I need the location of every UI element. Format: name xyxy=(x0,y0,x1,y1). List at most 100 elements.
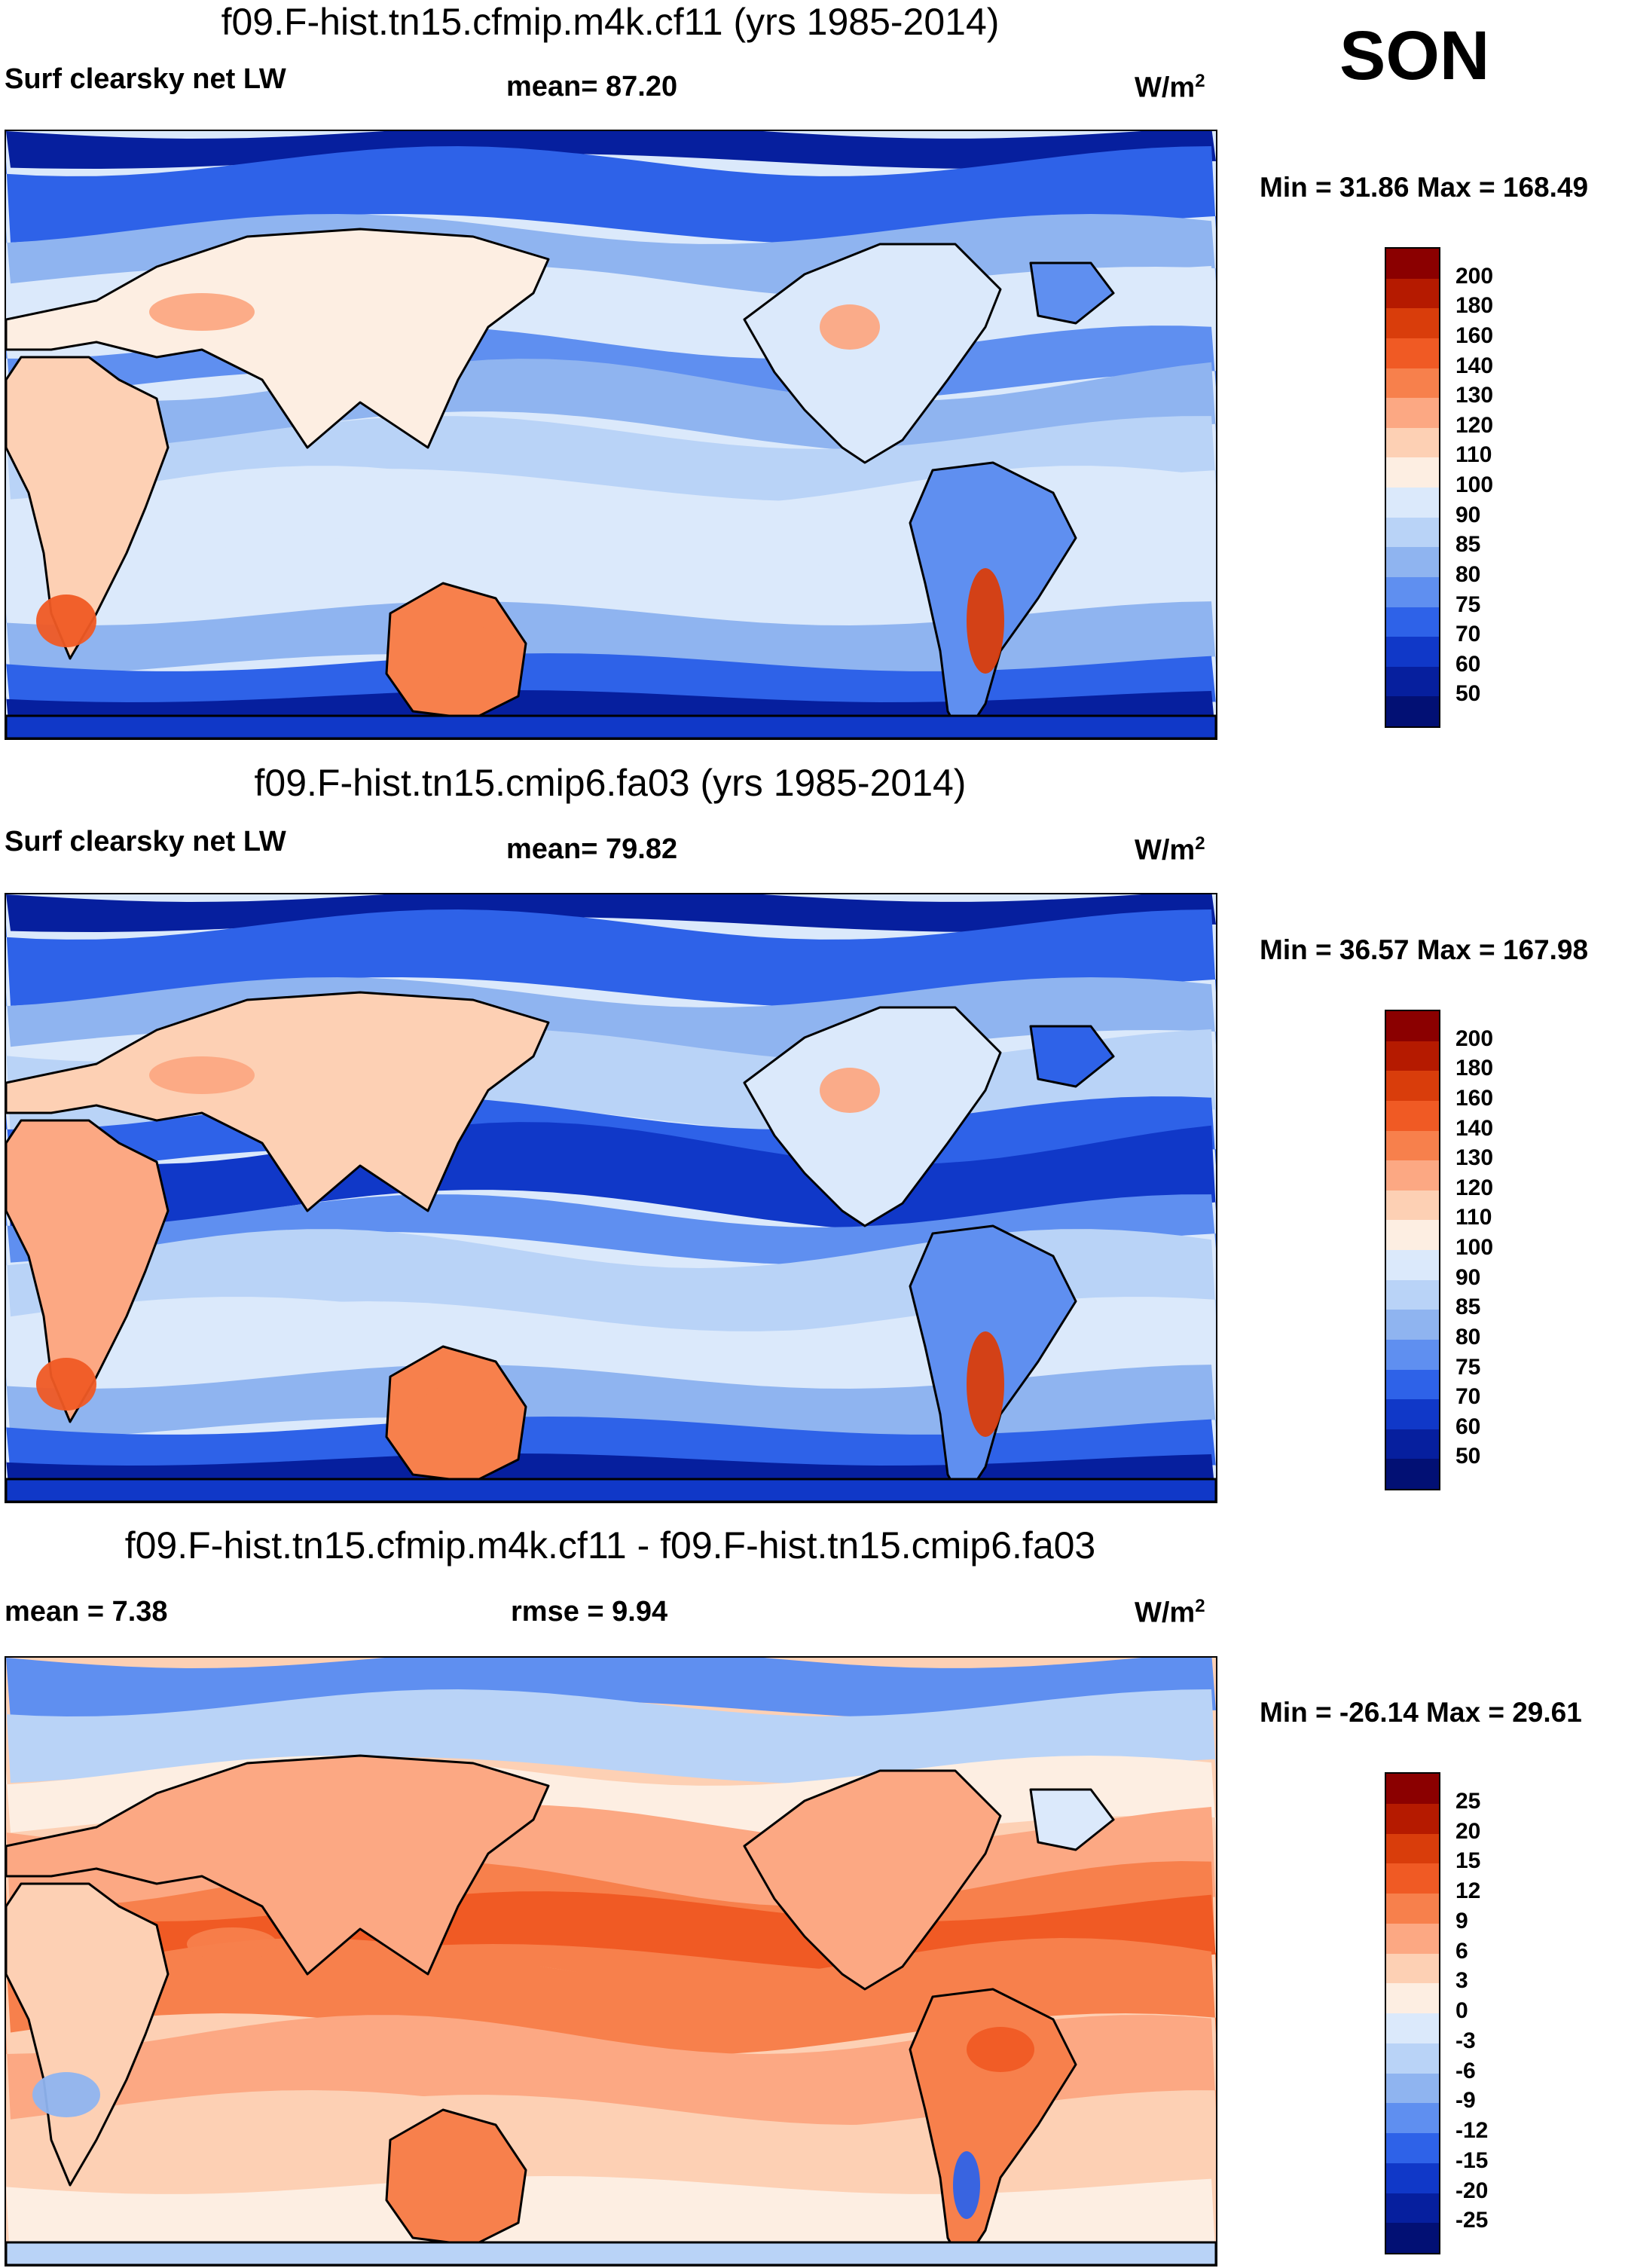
colorbar-tick-label: 25 xyxy=(1455,1788,1481,1814)
colorbar-tick-label: -12 xyxy=(1455,2118,1489,2143)
colorbar-swatch xyxy=(1386,1130,1439,1161)
colorbar-tick-label: 110 xyxy=(1455,442,1492,468)
colorbar-swatch xyxy=(1386,2193,1439,2224)
panel-1-mean-label: mean= 87.20 xyxy=(506,71,678,102)
colorbar-swatch xyxy=(1386,1953,1439,1984)
contour-feature xyxy=(149,293,255,331)
contour-band xyxy=(6,466,1216,573)
colorbar-swatch xyxy=(1386,576,1439,607)
panel-3-mean-label: mean = 7.38 xyxy=(5,1596,168,1628)
colorbar-swatch xyxy=(1386,547,1439,577)
colorbar-swatch xyxy=(1386,1429,1439,1460)
colorbar-tick-label: 180 xyxy=(1455,1056,1494,1081)
colorbar-swatch xyxy=(1386,1279,1439,1310)
colorbar-swatch xyxy=(1386,1774,1439,1804)
colorbar-tick-label: 75 xyxy=(1455,591,1481,617)
panel-2-colorbar xyxy=(1385,1010,1440,1490)
colorbar-tick-label: 85 xyxy=(1455,532,1481,558)
contour-band xyxy=(6,601,1216,678)
panel-2-minmax: Min = 36.57 Max = 167.98 xyxy=(1260,934,1589,965)
colorbar-tick-label: 130 xyxy=(1455,383,1494,408)
panel-2-units: W/m2 xyxy=(1135,833,1205,867)
continent-outline xyxy=(6,2241,1216,2265)
colorbar-tick-label: 3 xyxy=(1455,1968,1468,1994)
contour-feature xyxy=(967,2027,1034,2072)
colorbar-tick-label: 60 xyxy=(1455,1414,1481,1439)
colorbar-tick-label: 0 xyxy=(1455,1998,1468,2023)
colorbar-swatch xyxy=(1386,607,1439,637)
contour-band xyxy=(6,1689,1216,1784)
colorbar-swatch xyxy=(1386,1339,1439,1370)
colorbar-tick-label: 140 xyxy=(1455,1115,1494,1141)
continent-outline xyxy=(743,243,1002,464)
colorbar-tick-label: -3 xyxy=(1455,2028,1476,2053)
colorbar-tick-label: -25 xyxy=(1455,2208,1489,2233)
colorbar-swatch xyxy=(1386,2073,1439,2104)
continent-outline xyxy=(6,991,550,1212)
continent-outline xyxy=(1029,261,1115,325)
colorbar-tick-label: 90 xyxy=(1455,1264,1481,1290)
contour-feature xyxy=(36,1358,96,1411)
colorbar-swatch xyxy=(1386,368,1439,399)
colorbar-swatch xyxy=(1386,1250,1439,1280)
colorbar-swatch xyxy=(1386,1894,1439,1924)
colorbar-tick-label: 50 xyxy=(1455,681,1481,707)
panel-3-units: W/m2 xyxy=(1135,1596,1205,1629)
colorbar-swatch xyxy=(1386,308,1439,338)
contour-band xyxy=(6,2095,1216,2200)
panel-1-map xyxy=(5,130,1217,740)
colorbar-swatch xyxy=(1386,2013,1439,2043)
panel-2-variable-label: Surf clearsky net LW xyxy=(5,826,286,857)
contour-feature xyxy=(967,568,1004,674)
colorbar-tick-label: 9 xyxy=(1455,1908,1468,1933)
contour-band xyxy=(6,1301,1216,1392)
colorbar-tick-label: 85 xyxy=(1455,1294,1481,1320)
colorbar-swatch xyxy=(1386,2133,1439,2163)
colorbar-swatch xyxy=(1386,1011,1439,1041)
colorbar-tick-label: 12 xyxy=(1455,1878,1481,1903)
contour-feature xyxy=(953,2151,980,2219)
colorbar-tick-label: 200 xyxy=(1455,263,1494,289)
panel-2-mean-label: mean= 79.82 xyxy=(506,833,678,865)
continent-outline xyxy=(6,1882,170,2187)
contour-feature xyxy=(967,1331,1004,1437)
colorbar-tick-label: 90 xyxy=(1455,502,1481,527)
contour-band xyxy=(6,359,1216,454)
continent-outline xyxy=(743,1769,1002,1991)
colorbar-swatch xyxy=(1386,398,1439,428)
continent-outline xyxy=(1029,1025,1115,1088)
panel-2-map xyxy=(5,893,1217,1503)
colorbar-tick-label: 70 xyxy=(1455,622,1481,647)
colorbar-tick-label: 160 xyxy=(1455,322,1494,348)
colorbar-tick-label: -15 xyxy=(1455,2147,1489,2173)
panel-2-map-svg xyxy=(6,894,1216,1502)
colorbar-tick-label: 130 xyxy=(1455,1145,1494,1171)
colorbar-tick-label: -20 xyxy=(1455,2178,1489,2203)
panel-3-rmse-label: rmse = 9.94 xyxy=(511,1596,668,1628)
continent-outline xyxy=(743,1006,1002,1227)
season-label: SON xyxy=(1339,17,1490,94)
panel-1-colorbar xyxy=(1385,247,1440,728)
colorbar-swatch xyxy=(1386,1369,1439,1400)
panel-2-title: f09.F-hist.tn15.cmip6.fa03 (yrs 1985-201… xyxy=(254,762,967,804)
colorbar-swatch xyxy=(1386,1863,1439,1894)
colorbar-swatch xyxy=(1386,1310,1439,1340)
colorbar-swatch xyxy=(1386,1071,1439,1101)
colorbar-swatch xyxy=(1386,637,1439,667)
contour-feature xyxy=(187,1927,277,1961)
panel-3-title: f09.F-hist.tn15.cfmip.m4k.cf11 - f09.F-h… xyxy=(124,1524,1096,1567)
colorbar-swatch xyxy=(1386,696,1439,726)
colorbar-swatch xyxy=(1386,2163,1439,2193)
colorbar-tick-label: 120 xyxy=(1455,412,1494,438)
continent-outline xyxy=(6,1754,550,1976)
contour-feature xyxy=(149,1056,255,1094)
colorbar-tick-label: 120 xyxy=(1455,1175,1494,1200)
colorbar-tick-label: 20 xyxy=(1455,1818,1481,1844)
colorbar-swatch xyxy=(1386,1833,1439,1864)
colorbar-tick-label: 15 xyxy=(1455,1848,1481,1874)
panel-3-colorbar xyxy=(1385,1772,1440,2254)
continent-outline xyxy=(1029,1788,1115,1851)
colorbar-swatch xyxy=(1386,427,1439,458)
colorbar-swatch xyxy=(1386,1399,1439,1429)
contour-band xyxy=(6,146,1216,244)
